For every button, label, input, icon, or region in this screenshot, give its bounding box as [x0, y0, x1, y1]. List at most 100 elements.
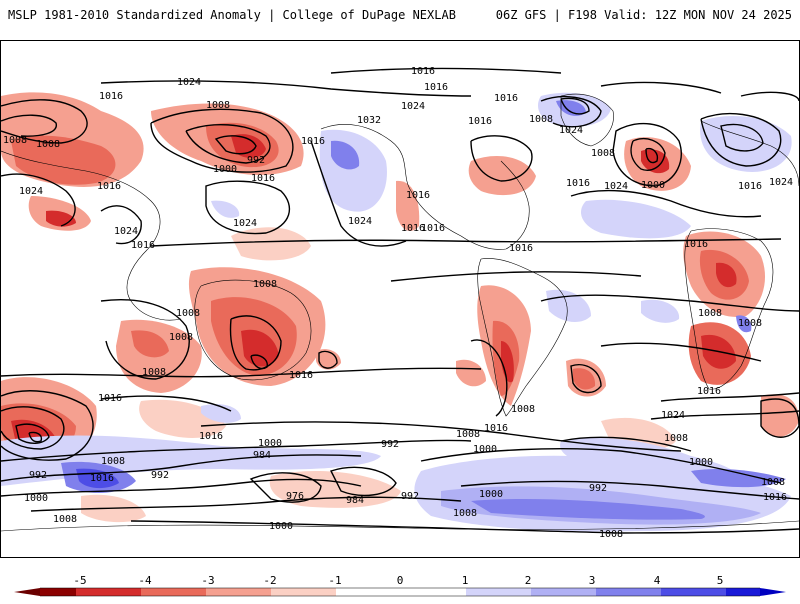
positive-anomaly-region [471, 498, 705, 520]
isobar-label: 1008 [664, 433, 688, 444]
isobar [540, 96, 602, 128]
negative-anomaly-region [231, 227, 311, 261]
antarctica-coast [1, 520, 799, 532]
isobar-label: 984 [346, 495, 364, 506]
colorbar-swatch-pos1 [466, 588, 531, 596]
negative-anomaly-region [11, 135, 116, 185]
isobar-label: 1016 [484, 423, 508, 434]
africa-coast [684, 228, 774, 390]
isobar-label: 1024 [604, 181, 628, 192]
greenland-coast [560, 93, 614, 147]
colorbar-tick-label: -4 [138, 574, 152, 587]
isobar [100, 205, 142, 245]
isobar-label: 1008 [142, 367, 166, 378]
negative-anomaly-region [241, 329, 279, 367]
isobar [1, 478, 362, 497]
positive-anomaly-region [201, 404, 241, 423]
isobar-label: 1000 [689, 457, 713, 468]
isobar [229, 315, 282, 371]
isobar-label: 1016 [251, 173, 275, 184]
colorbar-tick-label: -2 [263, 574, 277, 587]
isobar-label: 992 [29, 470, 47, 481]
isobar [205, 180, 291, 235]
isobar-label: 984 [253, 450, 271, 461]
isobar [650, 410, 799, 420]
negative-anomaly-region [456, 359, 486, 387]
isobar-labels: 1016 1016 1024 1016 1024 1016 1008 1016 … [3, 66, 793, 540]
isobar [470, 135, 533, 182]
negative-anomaly-region [716, 262, 737, 288]
isobars [1, 67, 799, 534]
colorbar-swatch-neg4 [76, 588, 141, 596]
isobar [760, 398, 799, 438]
positive-anomaly-region [581, 199, 691, 239]
isobar [330, 67, 562, 74]
asia-coast [1, 150, 182, 321]
colorbar-swatch-pos2 [531, 588, 596, 596]
isobar-label: 1032 [357, 115, 381, 126]
isobar-label: 1016 [566, 178, 590, 189]
isobar-label: 1016 [509, 243, 533, 254]
colorbar-swatch-pos3 [596, 588, 661, 596]
isobar-label: 1024 [233, 218, 257, 229]
isobar [570, 189, 762, 218]
isobar-label: 1016 [684, 239, 708, 250]
isobar-label: 1016 [411, 66, 435, 77]
isobar-label: 1008 [738, 318, 762, 329]
isobar-label: 1008 [591, 148, 615, 159]
isobar [700, 113, 782, 167]
isobar-label: 1016 [494, 93, 518, 104]
anomaly-shading [1, 92, 799, 532]
colorbar-swatch-neg5 [40, 588, 76, 596]
colorbar-graphic [14, 587, 786, 597]
isobar [185, 123, 271, 164]
south-america-coast [477, 258, 568, 417]
isobar [250, 354, 268, 370]
isobar-label: 1016 [289, 370, 313, 381]
isobar-label: 1016 [424, 82, 448, 93]
europe-coast [700, 120, 799, 187]
isobar [600, 342, 762, 362]
isobar [645, 147, 659, 164]
isobar-label: 1008 [698, 308, 722, 319]
isobar-label: 1016 [421, 223, 445, 234]
isobar [200, 421, 682, 452]
isobar-label: 1000 [213, 164, 237, 175]
australia-coast [194, 279, 312, 381]
colorbar-swatch-pos5 [726, 588, 760, 596]
isobar-label: 1024 [661, 410, 685, 421]
isobar [1, 173, 76, 227]
isobar-label: 992 [381, 439, 399, 450]
positive-anomaly-region [546, 289, 591, 323]
isobar [214, 135, 257, 155]
negative-anomaly-region [761, 394, 799, 437]
colorbar-swatch-neg3 [141, 588, 206, 596]
positive-anomaly-region [700, 116, 792, 172]
isobar-label: 1024 [559, 125, 583, 136]
isobar-label: 992 [401, 491, 419, 502]
colorbar-tick-label: -5 [73, 574, 87, 587]
isobar-label: 1008 [453, 508, 477, 519]
north-america-coast [320, 124, 530, 250]
isobar [720, 123, 764, 152]
isobar-label: 1016 [738, 181, 762, 192]
isobar-label: 1008 [53, 514, 77, 525]
isobar [560, 97, 590, 115]
isobar [470, 339, 508, 417]
isobar-label: 1016 [406, 190, 430, 201]
isobar [560, 436, 692, 452]
isobar-label: 1008 [169, 332, 193, 343]
colorbar-tick-label: 4 [653, 574, 661, 587]
isobar-label: 976 [286, 491, 304, 502]
map-panel[interactable]: 1016 1016 1024 1016 1024 1016 1008 1016 … [0, 40, 800, 558]
isobar-label: 1016 [468, 116, 492, 127]
isobar [612, 122, 682, 187]
isobar-label: 1008 [101, 456, 125, 467]
positive-anomaly-region [736, 315, 752, 333]
isobar-label: 1016 [98, 393, 122, 404]
isobar [390, 271, 642, 282]
isobar-label: 1008 [761, 477, 785, 488]
isobar [318, 350, 338, 369]
isobar [310, 140, 407, 247]
isobar [1, 439, 472, 462]
